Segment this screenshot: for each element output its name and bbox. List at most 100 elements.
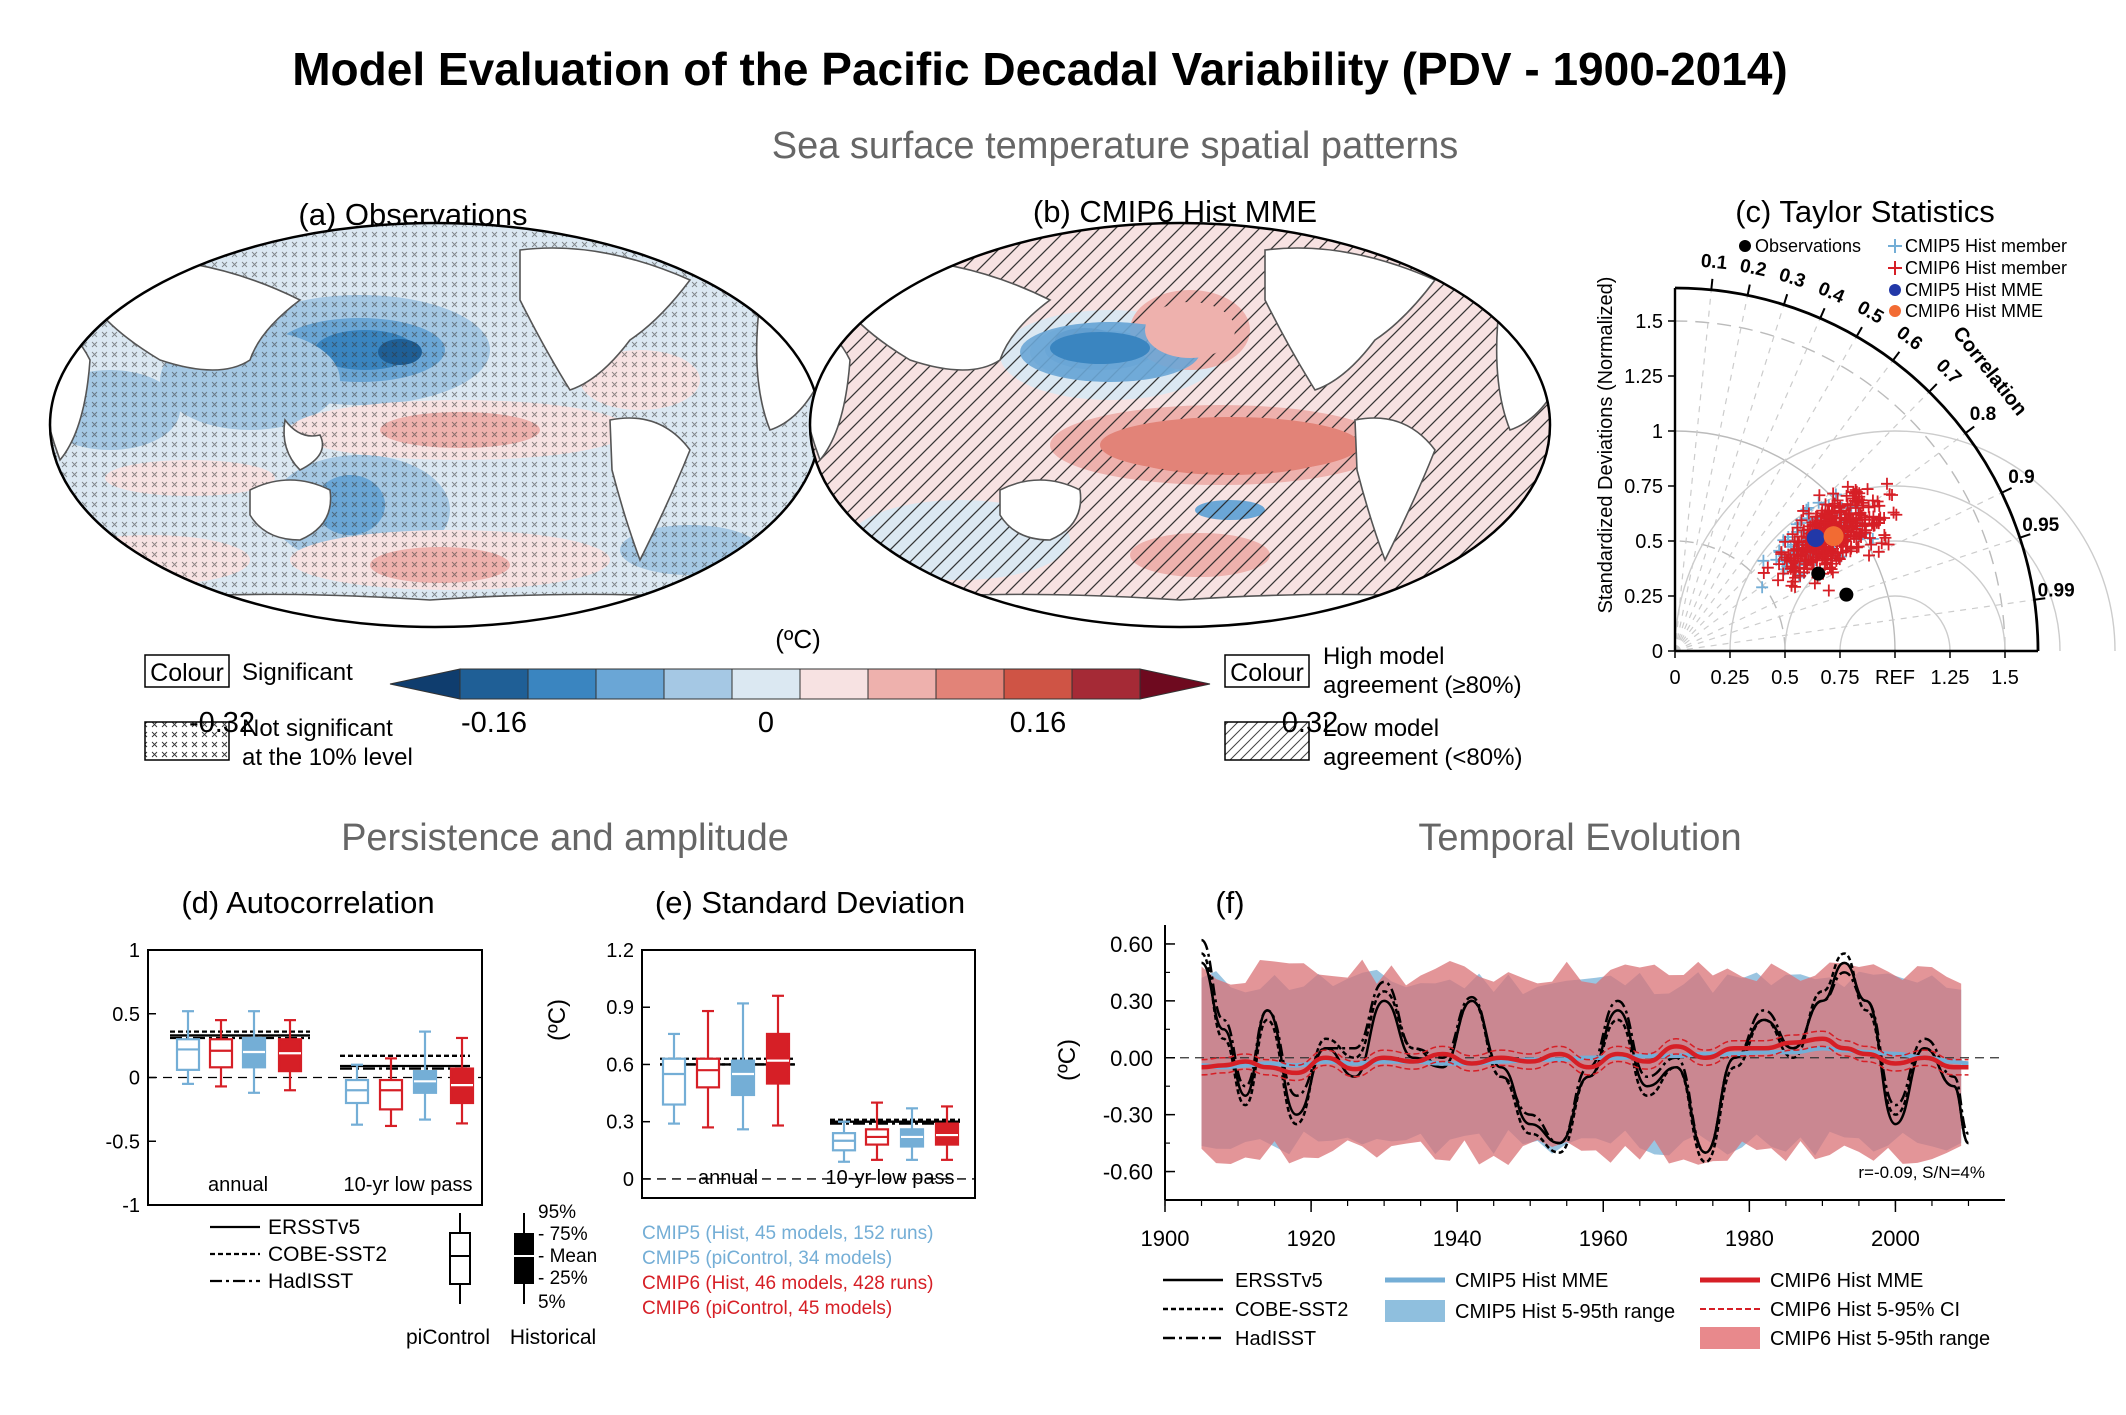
taylor-corr-ray [1674,295,1749,652]
map-observations [48,221,822,629]
colorbar-end-low [389,668,461,700]
taylor-corr-ray [1674,289,1712,652]
stddev-notes: CMIP5 (Hist, 45 models, 152 runs) CMIP5 … [642,1223,933,1319]
ts-ylabel: (ºC) [1054,1039,1081,1081]
taylor-member-marker [1844,499,1857,512]
taylor-corr-tick [1855,326,1863,338]
taylor-member-marker [1802,507,1815,520]
taylor-std-arc [1674,320,2006,652]
taylor-member-marker [1886,488,1899,501]
taylor-legend-marker [1889,305,1901,317]
y-tick-label: -1 [122,1195,140,1217]
taylor-member-marker [1801,562,1814,575]
taylor-member-marker [1882,538,1895,551]
ts-legend-cmip5-range: CMIP5 Hist 5-95th range [1455,1301,1675,1323]
taylor-member-marker [1872,517,1885,530]
cmip6-range-band [1201,959,1962,1166]
box-body [661,1057,687,1106]
box-body [344,1078,370,1105]
taylor-y-tick-label: 0.5 [1635,531,1663,553]
taylor-x-tick-label: REF [1875,667,1915,689]
y-tick-label: 0 [129,1068,140,1090]
taylor-rmsd-arc [1784,540,2006,652]
taylor-corr-tick-label: 0.99 [2038,581,2075,602]
ts-series-line [1200,952,1970,1164]
stddev-plot: 1.2 0.9 0.6 0.3 0 annual 10-yr low pass [606,940,976,1199]
note-cmip6-hist: CMIP6 (Hist, 46 models, 428 runs) [642,1273,933,1294]
y-tick-label: 1 [129,940,140,962]
taylor-corr-tick [1892,351,1901,362]
taylor-corr-tick [1964,425,1975,435]
taylor-observation-point [1839,587,1854,602]
taylor-member-marker [1782,548,1795,561]
legend-low-agree-2: agreement (<80%) [1323,744,1522,771]
taylor-member-marker [1833,553,1846,566]
taylor-member-marker [1863,549,1876,562]
taylor-member-marker [1852,540,1865,553]
taylor-legend-label: CMIP6 Hist MME [1905,301,2043,321]
note-cmip6-pi: CMIP6 (piControl, 45 models) [642,1298,892,1319]
group-label: annual [698,1167,758,1189]
taylor-member-marker [1854,506,1867,519]
legend-significant: Significant [242,659,353,686]
ts-x-tick-label: 1960 [1579,1226,1628,1251]
box-body [695,1057,721,1089]
panel-c-label: (c) Taylor Statistics [1735,194,1995,229]
taylor-x-tick-label: 0.75 [1821,667,1860,689]
colorbar-bin [459,668,529,700]
taylor-corr-ray [1674,304,1785,652]
taylor-member-marker [1879,531,1892,544]
taylor-corr-tick [1928,383,1938,393]
map-legend-left: Colour Significant Not significant at th… [144,654,413,771]
colorbar-bin [595,668,665,700]
taylor-outer-arc [1674,286,2040,652]
legend-colour-box-b: Colour [1230,659,1304,687]
taylor-y-tick-label: 0 [1652,641,1663,663]
map-legend-right: Colour High model agreement (≥80%) Low m… [1224,643,1522,771]
colorbar: (ºC) -0.32 -0.16 0 0.16 0.32 [189,624,1338,739]
taylor-member-marker [1795,514,1808,527]
stddev-ylabel: (ºC) [544,999,571,1041]
taylor-x-tick-label: 1.25 [1931,667,1970,689]
section-spatial-title: Sea surface temperature spatial patterns [772,125,1459,167]
y-tick-label: -0.5 [106,1131,140,1153]
colorbar-end-high [1139,668,1211,700]
y-tick-label: 0 [623,1169,634,1191]
taylor-corr-tick [2034,597,2046,601]
taylor-x-tick-label: 0.5 [1771,667,1799,689]
taylor-member-marker [1865,538,1878,551]
taylor-member-marker [1880,477,1893,490]
ts-legend-cmip5-mme: CMIP5 Hist MME [1455,1270,1608,1292]
taylor-member-marker [1873,499,1886,512]
taylor-corr-ray [1674,318,1821,652]
section-temporal-title: Temporal Evolution [1418,817,1741,859]
taylor-y-tick-label: 0.25 [1624,586,1663,608]
colorbar-bin [935,668,1005,700]
legend-low-agree-1: Low model [1323,715,1439,742]
autocorrelation-plot: 1 0.5 0 -0.5 -1 annual 10-yr low pass [106,940,483,1217]
taylor-member-marker [1862,501,1875,514]
taylor-legend-label: CMIP6 Hist member [1905,258,2067,278]
taylor-member-marker [1797,504,1810,517]
taylor-legend-label: Observations [1755,236,1861,256]
taylor-corr-tick-label: 0.5 [1854,297,1888,329]
taylor-diagram: 00 0.25 0.25 0.5 0.5 0.75 0.75 REF 1 1.25 1.25 1.5 1… [1595,236,2116,689]
taylor-member-marker [1804,546,1817,559]
colorbar-tick-label: 0 [758,707,774,739]
group-label: annual [208,1174,268,1196]
ts-y-tick-label: 0.00 [1110,1046,1153,1071]
taylor-member-marker [1855,494,1868,507]
taylor-member-marker [1822,584,1835,597]
taylor-member-marker [1825,563,1838,576]
taylor-member-marker [1852,508,1865,521]
taylor-member-marker [1777,567,1790,580]
ts-x-tick-label: 1940 [1433,1226,1482,1251]
taylor-member-marker [1773,558,1786,571]
ts-x-tick-label: 2000 [1871,1226,1920,1251]
y-tick-label: 0.5 [112,1004,140,1026]
taylor-member-marker [1791,521,1804,534]
taylor-legend-marker [1739,240,1751,252]
box-legend-p5: 5% [538,1292,566,1313]
taylor-std-arc [1674,540,1786,652]
ts-y-tick-label: -0.60 [1103,1160,1153,1185]
